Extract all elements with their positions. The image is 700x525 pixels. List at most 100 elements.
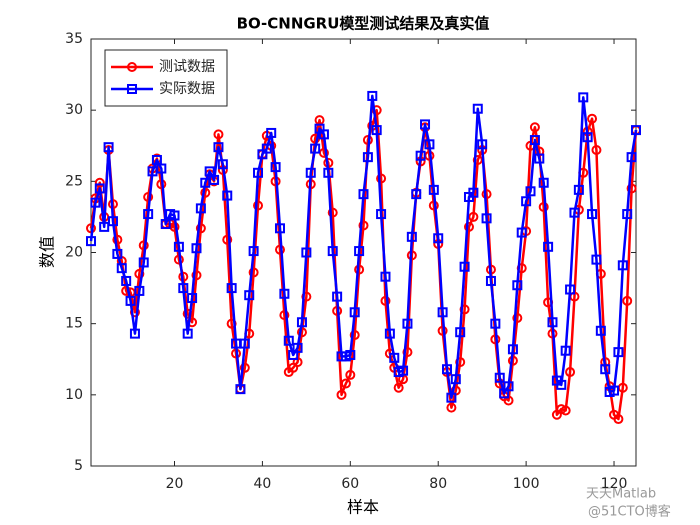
point xyxy=(217,159,228,170)
point xyxy=(384,328,395,339)
point xyxy=(446,392,457,403)
y-tick-label: 15 xyxy=(65,316,83,332)
point xyxy=(389,352,400,363)
point xyxy=(481,213,492,224)
point xyxy=(402,318,413,329)
point xyxy=(235,384,246,395)
point xyxy=(415,150,426,161)
point xyxy=(349,307,360,318)
point xyxy=(107,216,118,227)
point xyxy=(143,191,154,202)
point xyxy=(305,167,316,178)
y-tick-label: 5 xyxy=(74,458,83,474)
y-tick-label: 10 xyxy=(65,387,83,403)
point xyxy=(99,221,110,232)
point xyxy=(565,367,576,378)
point xyxy=(226,283,237,294)
point xyxy=(340,378,351,389)
point xyxy=(358,220,369,231)
point xyxy=(600,364,611,375)
point xyxy=(622,209,633,220)
point xyxy=(587,113,598,124)
point xyxy=(446,402,457,413)
point xyxy=(279,288,290,299)
point xyxy=(261,143,272,154)
point xyxy=(143,209,154,220)
point xyxy=(380,295,391,306)
point xyxy=(318,129,329,140)
point xyxy=(90,197,101,208)
point xyxy=(121,285,132,296)
point xyxy=(310,143,321,154)
point xyxy=(345,369,356,380)
point xyxy=(472,103,483,114)
point xyxy=(354,246,365,257)
point xyxy=(617,260,628,271)
point xyxy=(222,234,233,245)
legend-box xyxy=(104,49,228,107)
point xyxy=(485,275,496,286)
point xyxy=(279,310,290,321)
point xyxy=(578,92,589,103)
legend-marker xyxy=(127,84,137,94)
point xyxy=(507,344,518,355)
point xyxy=(538,177,549,188)
x-tick-label: 80 xyxy=(429,476,447,492)
point xyxy=(112,234,123,245)
point xyxy=(138,257,149,268)
point xyxy=(371,105,382,116)
point xyxy=(380,271,391,282)
point xyxy=(468,187,479,198)
point xyxy=(367,90,378,101)
point xyxy=(503,381,514,392)
x-tick-label: 20 xyxy=(166,476,184,492)
point xyxy=(393,382,404,393)
point xyxy=(327,246,338,257)
point xyxy=(529,122,540,133)
point xyxy=(468,211,479,222)
point xyxy=(582,132,593,143)
point xyxy=(195,203,206,214)
point xyxy=(406,231,417,242)
point xyxy=(437,307,448,318)
point xyxy=(125,295,136,306)
point xyxy=(450,374,461,385)
point xyxy=(402,347,413,358)
legend-marker xyxy=(127,62,137,72)
point xyxy=(626,183,637,194)
point xyxy=(591,254,602,265)
point xyxy=(626,152,637,163)
point xyxy=(587,209,598,220)
point xyxy=(560,345,571,356)
point xyxy=(270,162,281,173)
point xyxy=(116,263,127,274)
point xyxy=(463,221,474,232)
point xyxy=(428,184,439,195)
point xyxy=(459,261,470,272)
point xyxy=(94,183,105,194)
point xyxy=(521,196,532,207)
point xyxy=(376,209,387,220)
y-tick-label: 20 xyxy=(65,245,83,261)
legend-label: 实际数据 xyxy=(159,81,215,97)
point xyxy=(191,243,202,254)
point xyxy=(569,207,580,218)
y-tick-label: 30 xyxy=(65,102,83,118)
point xyxy=(424,139,435,150)
point xyxy=(543,241,554,252)
point xyxy=(477,139,488,150)
point xyxy=(556,404,567,415)
point xyxy=(239,362,250,373)
point xyxy=(376,173,387,184)
point xyxy=(301,247,312,258)
point xyxy=(323,167,334,178)
point xyxy=(169,210,180,221)
point xyxy=(349,330,360,341)
point xyxy=(613,347,624,358)
point xyxy=(283,335,294,346)
point xyxy=(173,241,184,252)
series-line xyxy=(89,94,638,399)
point xyxy=(613,414,624,425)
point xyxy=(455,327,466,338)
